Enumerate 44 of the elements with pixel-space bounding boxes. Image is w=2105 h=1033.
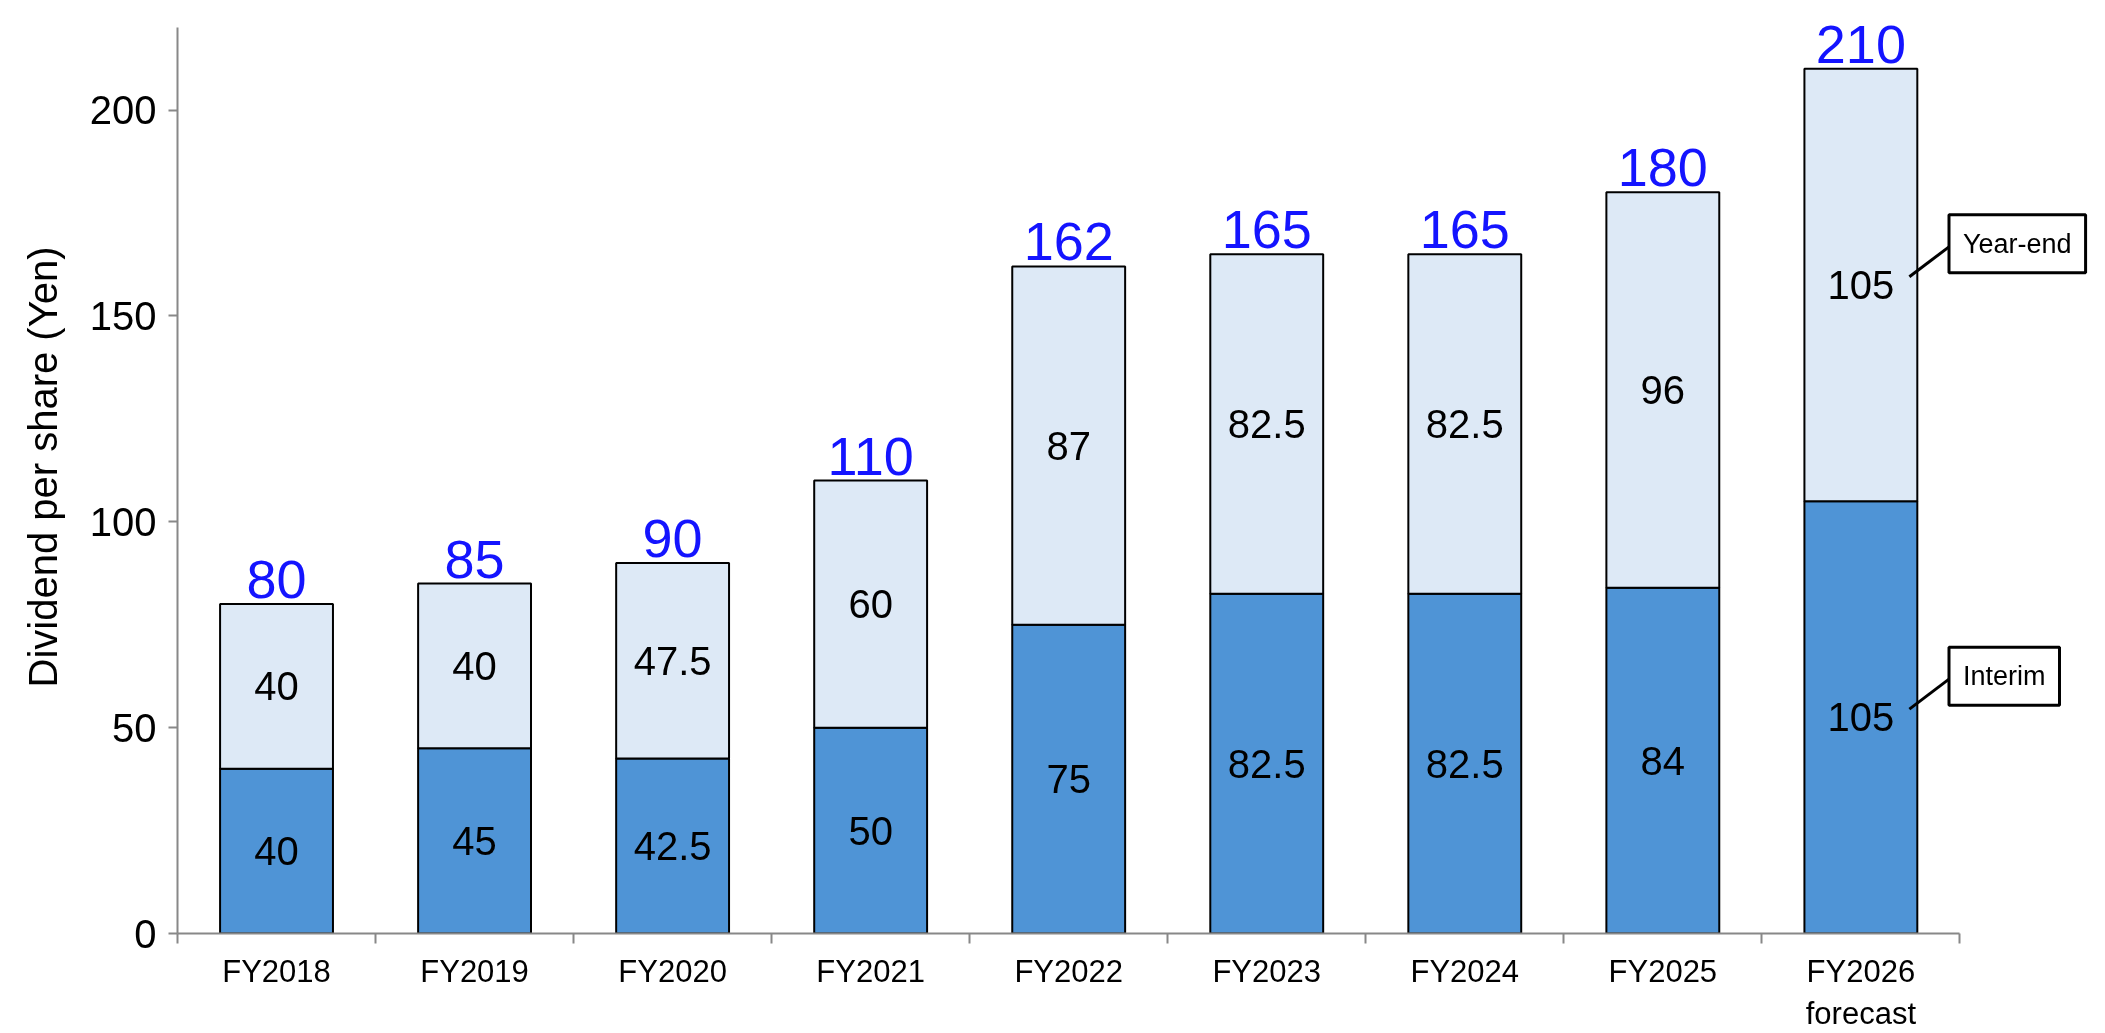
data-label: 82.5 [1227,741,1306,786]
total-label: 90 [642,507,703,568]
x-tick-label: FY2023 [1212,953,1322,989]
data-label: 82.5 [1425,401,1504,446]
total-label: 165 [1221,199,1312,260]
legend-label: Interim [1963,661,2046,692]
x-tick-label: FY2020 [618,953,727,989]
x-tick-label: FY2019 [420,953,529,989]
data-label: 96 [1640,368,1686,412]
total-label: 210 [1815,13,1906,74]
data-label: 105 [1827,695,1895,740]
total-label: 85 [444,528,505,589]
data-label: 87 [1046,423,1091,468]
total-label: 162 [1023,211,1114,272]
data-label: 60 [848,582,893,627]
data-label: 50 [848,808,893,853]
data-label: 84 [1640,738,1686,783]
x-tick-label: FY2026 forecast [1805,953,1917,1031]
data-label: 42.5 [633,824,712,869]
data-label: 45 [452,818,497,863]
x-tick-label: FY2025 [1608,953,1718,989]
y-axis-title: Dividend per share (Yen) [20,246,65,688]
x-tick-label: FY2024 [1410,953,1520,989]
y-tick-label: 200 [89,88,157,133]
total-label: 80 [246,549,307,610]
y-tick-label: 0 [134,911,157,956]
total-label: 180 [1617,137,1708,198]
data-label: 47.5 [633,638,712,683]
x-tick-label: FY2018 [222,953,331,989]
data-label: 82.5 [1425,741,1504,786]
data-label: 40 [254,664,299,709]
data-label: 105 [1827,263,1895,308]
x-tick-label: FY2021 [816,953,925,989]
y-tick-label: 50 [112,705,157,750]
data-label: 75 [1046,757,1091,802]
data-label: 82.5 [1227,401,1306,446]
data-label: 40 [452,643,497,688]
x-tick-label: FY2022 [1014,953,1123,989]
y-tick-label: 150 [89,293,157,338]
total-label: 110 [827,425,914,486]
data-label: 40 [254,829,299,874]
legend-label: Year-end [1963,228,2072,259]
y-tick-label: 100 [89,499,157,544]
total-label: 165 [1419,199,1510,260]
